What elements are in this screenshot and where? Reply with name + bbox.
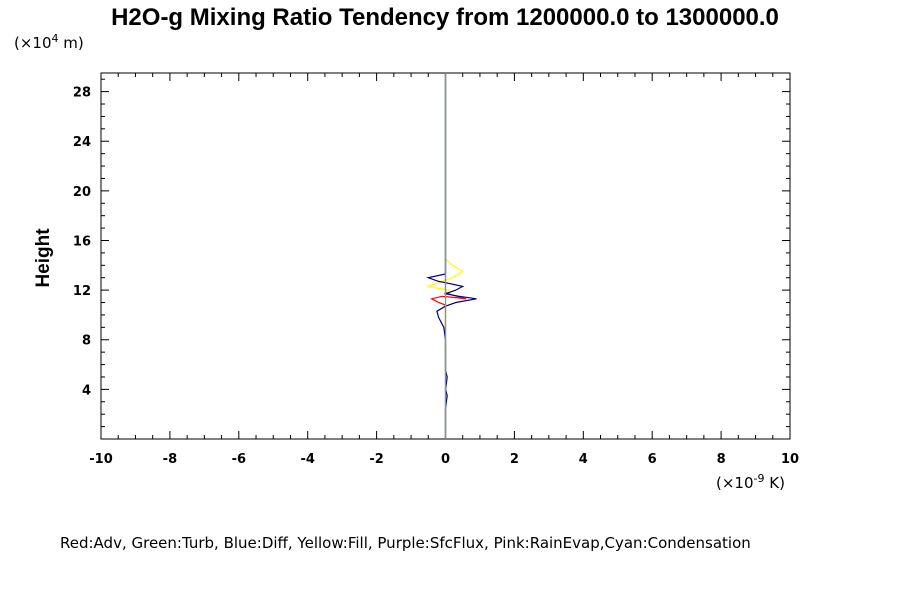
y-unit-exponent: 4	[52, 32, 59, 45]
x-tick-label: -2	[369, 452, 383, 467]
y-unit-suffix: m)	[59, 34, 84, 52]
x-unit-label: (×10-9 K)	[716, 472, 785, 492]
chart-title: H2O-g Mixing Ratio Tendency from 1200000…	[111, 4, 779, 31]
y-tick-label: 24	[73, 135, 91, 150]
y-tick-label: 16	[73, 234, 91, 249]
x-tick-label: 4	[579, 452, 588, 467]
y-tick-label: 12	[73, 284, 91, 299]
x-tick-label: 6	[648, 452, 657, 467]
y-unit-prefix: (×10	[14, 34, 52, 52]
x-unit-exponent: -9	[754, 472, 765, 485]
x-tick-label: 8	[717, 452, 726, 467]
x-tick-label: -4	[300, 452, 314, 467]
x-unit-prefix: (×10	[716, 474, 754, 492]
x-tick-label: -10	[89, 452, 113, 467]
series-line-2	[426, 73, 477, 439]
y-tick-label: 8	[82, 334, 91, 349]
y-axis-label: Height	[33, 228, 54, 288]
y-unit-label: (×104 m)	[14, 32, 84, 52]
y-tick-label: 4	[82, 383, 91, 398]
x-tick-label: 10	[781, 452, 799, 467]
series-layer	[425, 73, 477, 439]
x-tick-label: 2	[510, 452, 519, 467]
x-unit-suffix: K)	[764, 474, 784, 492]
x-tick-label: -6	[232, 452, 246, 467]
axis-ticks	[100, 73, 791, 439]
y-tick-label: 20	[73, 185, 91, 200]
x-tick-label: -8	[163, 452, 177, 467]
x-tick-label: 0	[441, 452, 450, 467]
series-line-1	[430, 73, 467, 439]
legend-text: Red:Adv, Green:Turb, Blue:Diff, Yellow:F…	[60, 534, 751, 552]
y-tick-label: 28	[73, 86, 91, 101]
